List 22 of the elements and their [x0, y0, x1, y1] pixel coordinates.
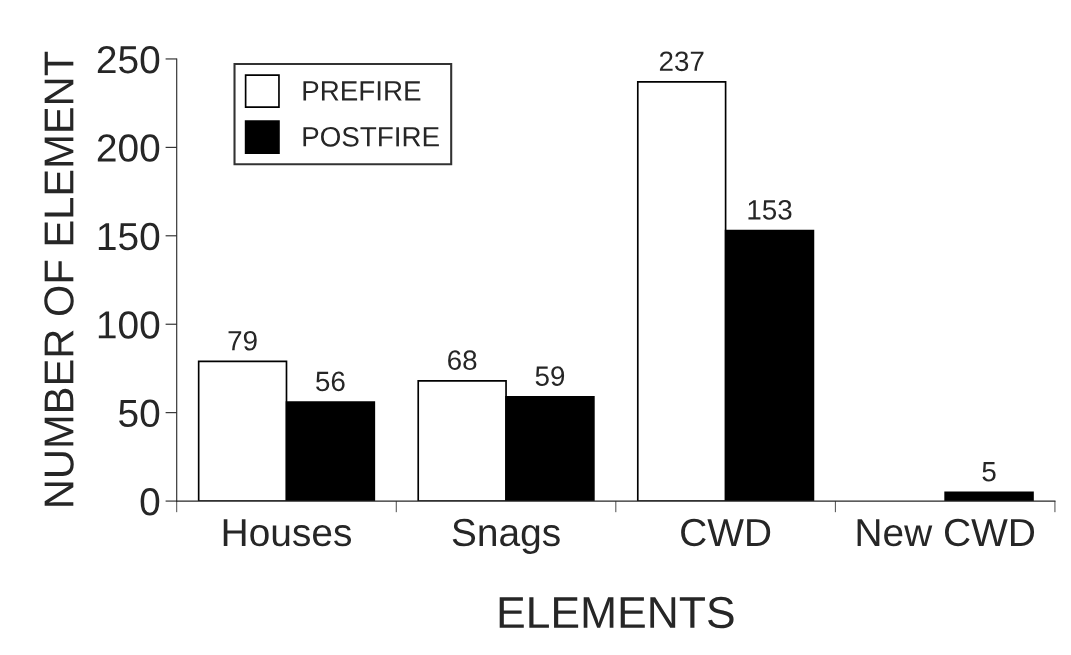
- data-label: 68: [448, 350, 477, 371]
- y-tick-label: 0: [140, 488, 160, 516]
- legend-label: PREFIRE: [303, 81, 421, 101]
- data-label: 237: [659, 51, 704, 72]
- data-label: 56: [316, 371, 345, 392]
- data-label: 59: [535, 366, 565, 386]
- y-axis-title: NUMBER OF ELEMENT: [44, 51, 74, 506]
- y-tick-label: 150: [98, 222, 160, 251]
- data-label: 153: [748, 200, 792, 220]
- bar: [944, 491, 1034, 502]
- data-label: 5: [982, 462, 996, 482]
- data-label: 79: [228, 330, 257, 351]
- x-tick-label: CWD: [681, 518, 771, 547]
- y-tick-label: 250: [97, 45, 160, 74]
- x-tick-label: New CWD: [857, 518, 1035, 547]
- x-tick-label: Houses: [223, 519, 352, 547]
- y-tick-label: 50: [119, 399, 160, 428]
- legend-label: POSTFIRE: [303, 126, 439, 147]
- y-tick-label: 100: [98, 311, 160, 339]
- x-axis-title: ELEMENTS: [499, 596, 734, 629]
- x-tick-label: Snags: [452, 518, 560, 554]
- y-tick-label: 200: [97, 134, 160, 162]
